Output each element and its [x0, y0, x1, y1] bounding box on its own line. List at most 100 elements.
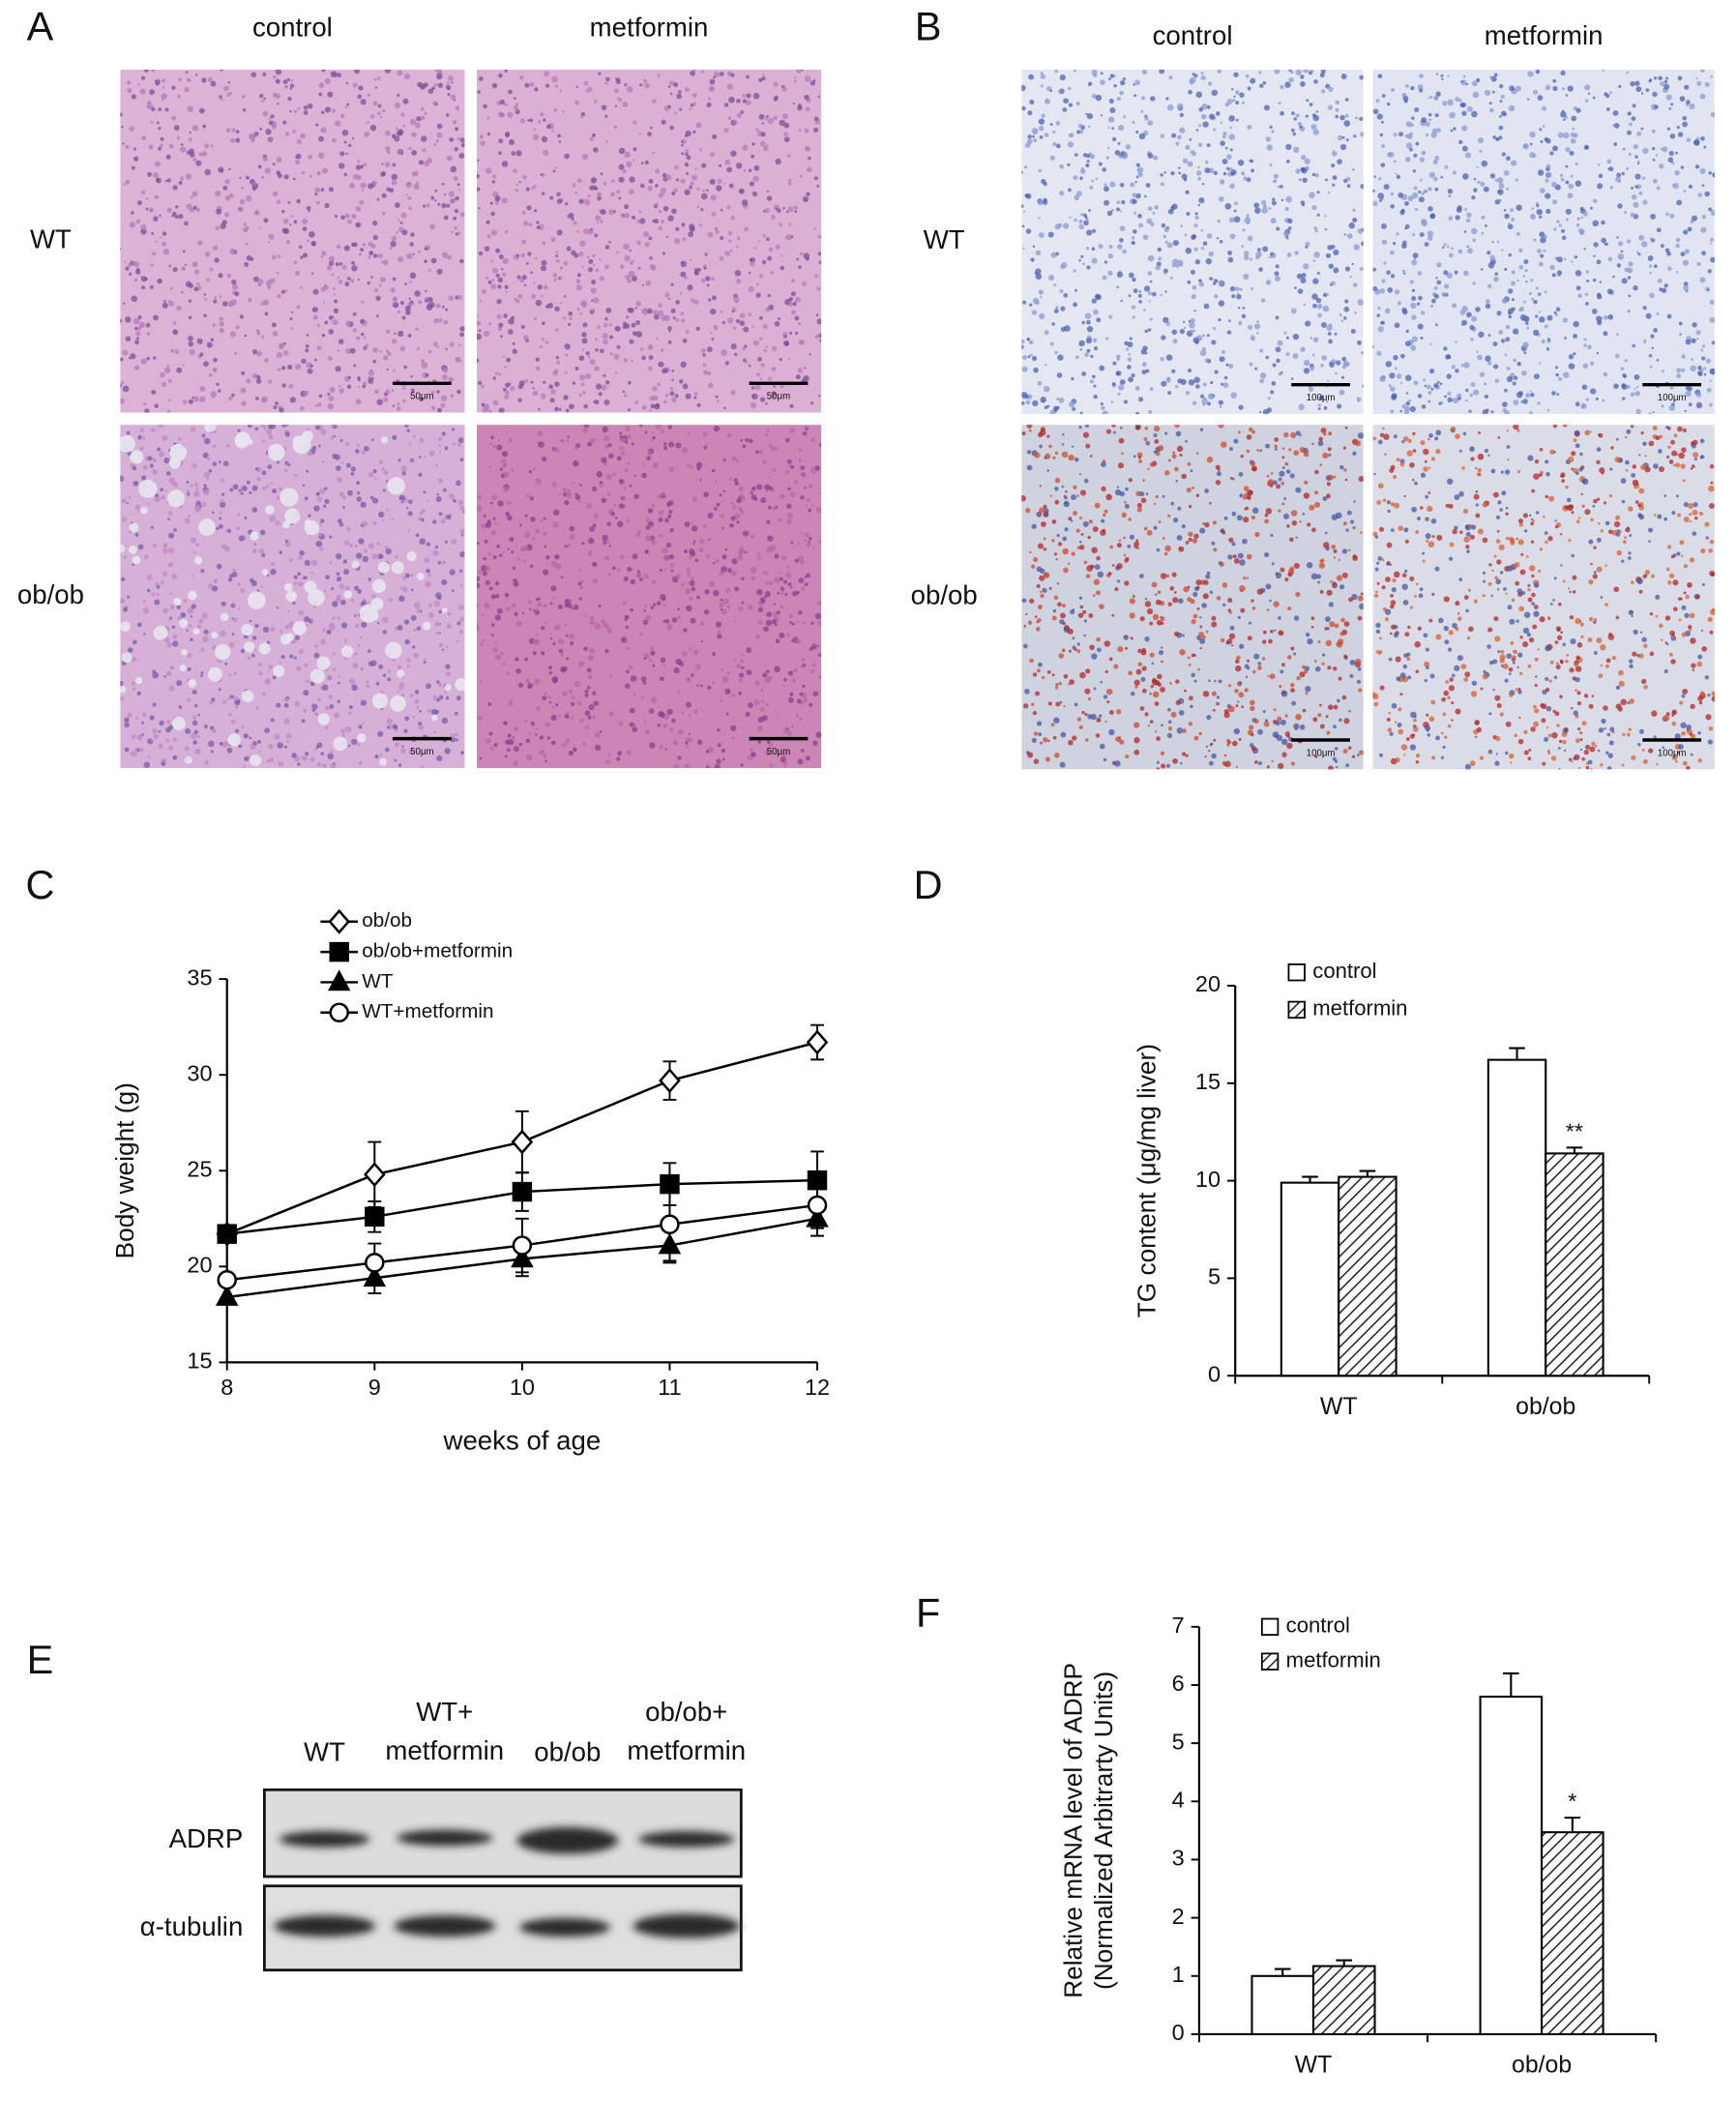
cell-dot: [1288, 76, 1294, 83]
cell-dot: [190, 637, 193, 642]
cell-dot: [237, 429, 241, 432]
cell-dot: [633, 474, 636, 477]
cell-dot: [1312, 129, 1319, 135]
cell-dot: [1138, 299, 1142, 304]
cell-dot: [200, 647, 205, 652]
cell-dot: [433, 730, 437, 734]
cell-dot: [706, 102, 712, 108]
cell-dot: [668, 330, 671, 333]
cell-dot: [164, 489, 168, 492]
cell-dot: [770, 215, 776, 220]
cell-dot: [541, 259, 547, 266]
cell-dot: [234, 705, 239, 709]
cell-dot: [1332, 183, 1336, 187]
cell-dot: [1442, 246, 1445, 250]
cell-dot: [1241, 171, 1246, 176]
cell-dot: [514, 611, 518, 616]
cell-dot: [369, 114, 375, 119]
cell-dot: [1111, 127, 1115, 130]
cell-dot: [394, 332, 397, 335]
cell-dot: [421, 115, 426, 121]
cell-dot: [427, 499, 430, 502]
cell-dot: [1285, 336, 1289, 340]
cell-dot: [377, 621, 380, 625]
cell-dot: [750, 534, 754, 539]
cell-dot: [490, 211, 495, 217]
cell-dot: [810, 621, 814, 625]
cell-dot: [500, 335, 503, 339]
cell-dot: [147, 101, 152, 105]
cell-dot: [358, 725, 363, 729]
cell-dot: [1054, 350, 1058, 355]
cell-dot: [397, 70, 403, 76]
cell-dot: [1049, 89, 1053, 93]
cell-dot: [569, 403, 574, 410]
cell-dot: [565, 738, 571, 744]
cell-dot: [297, 580, 304, 587]
cell-dot: [817, 95, 821, 99]
cell-dot: [639, 577, 643, 581]
cell-dot: [760, 598, 766, 604]
cell-dot: [779, 358, 782, 362]
cell-dot: [413, 652, 420, 659]
cell-dot: [1089, 185, 1094, 190]
cell-dot: [1265, 136, 1271, 142]
cell-dot: [235, 137, 241, 143]
cell-dot: [446, 515, 452, 520]
cell-dot: [423, 661, 427, 665]
cell-dot: [409, 272, 417, 280]
cell-dot: [397, 219, 400, 222]
cell-dot: [768, 247, 774, 252]
cell-dot: [569, 689, 574, 694]
cell-dot: [543, 380, 546, 384]
cell-dot: [413, 183, 420, 191]
cell-dot: [678, 661, 684, 666]
cell-dot: [1417, 394, 1423, 399]
cell-dot: [1298, 403, 1305, 411]
cell-dot: [667, 85, 671, 88]
cell-dot: [254, 623, 259, 629]
cell-dot: [582, 428, 588, 433]
cell-dot: [751, 325, 755, 328]
cell-dot: [731, 310, 735, 313]
cell-dot: [401, 577, 406, 581]
cell-dot: [800, 472, 806, 477]
micrograph: [476, 69, 822, 413]
cell-dot: [1022, 247, 1025, 250]
cell-dot: [1632, 104, 1636, 108]
cell-dot: [228, 641, 235, 648]
cell-dot: [767, 675, 773, 681]
cell-dot: [399, 301, 405, 306]
cell-dot: [1376, 113, 1383, 120]
cell-dot: [133, 326, 138, 331]
cell-dot: [809, 537, 812, 541]
cell-dot: [1303, 263, 1309, 270]
cell-dot: [742, 358, 747, 363]
cell-dot: [251, 653, 255, 658]
cell-dot: [155, 581, 159, 585]
cell-dot: [619, 446, 624, 451]
cell-dot: [335, 552, 342, 560]
cell-dot: [650, 646, 654, 651]
cell-dot: [689, 596, 693, 602]
cell-dot: [289, 397, 296, 403]
cell-dot: [794, 479, 799, 485]
cell-dot: [123, 607, 129, 612]
cell-dot: [679, 291, 683, 295]
cell-dot: [659, 745, 663, 750]
cell-dot: [459, 137, 465, 143]
cell-dot: [790, 541, 794, 545]
cell-dot: [1273, 173, 1279, 179]
cell-dot: [1182, 158, 1189, 164]
cell-dot: [1708, 170, 1712, 175]
cell-dot: [1259, 371, 1267, 379]
cell-dot: [188, 340, 194, 347]
cell-dot: [584, 689, 589, 694]
cell-dot: [598, 72, 602, 75]
cell-dot: [459, 212, 465, 218]
cell-dot: [1452, 303, 1457, 309]
cell-dot: [326, 629, 332, 635]
cell-dot: [487, 409, 492, 413]
cell-dot: [1197, 176, 1202, 181]
cell-dot: [1166, 104, 1174, 111]
